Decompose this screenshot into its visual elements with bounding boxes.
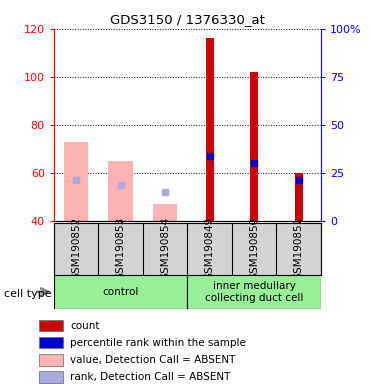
Text: GSM190854: GSM190854 [160, 217, 170, 280]
Bar [39, 354, 63, 366]
Bar [153, 204, 177, 221]
Text: control: control [102, 287, 139, 297]
Text: value, Detection Call = ABSENT: value, Detection Call = ABSENT [70, 355, 236, 365]
Bar [206, 38, 214, 221]
Bar [108, 161, 133, 221]
Bar [187, 275, 321, 309]
Text: GSM190849: GSM190849 [205, 217, 214, 280]
Text: inner medullary
collecting duct cell: inner medullary collecting duct cell [205, 281, 303, 303]
Bar [54, 275, 187, 309]
Text: percentile rank within the sample: percentile rank within the sample [70, 338, 246, 348]
Text: count: count [70, 321, 99, 331]
Bar [295, 173, 303, 221]
Bar [250, 72, 258, 221]
Bar [39, 320, 63, 331]
Title: GDS3150 / 1376330_at: GDS3150 / 1376330_at [110, 13, 265, 26]
Text: GSM190850: GSM190850 [249, 217, 259, 280]
Bar [64, 142, 88, 221]
Text: GSM190852: GSM190852 [71, 217, 81, 280]
Bar [39, 371, 63, 382]
Text: cell type: cell type [4, 289, 51, 299]
Bar [39, 337, 63, 349]
Text: GSM190851: GSM190851 [294, 217, 303, 280]
Text: GSM190853: GSM190853 [116, 217, 125, 280]
Text: rank, Detection Call = ABSENT: rank, Detection Call = ABSENT [70, 372, 230, 382]
